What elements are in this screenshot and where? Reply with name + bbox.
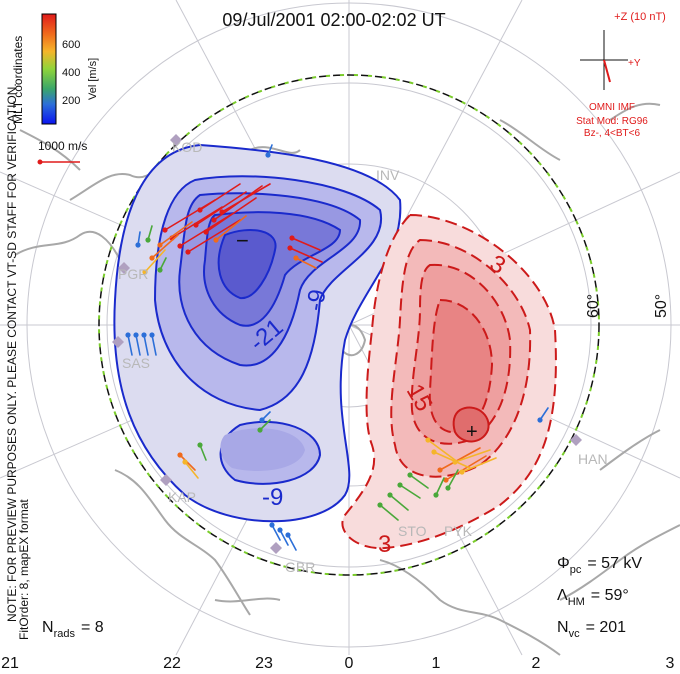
vectors-green [145, 225, 459, 521]
contour-label-neg-3: -9 [262, 484, 283, 511]
contour-label-neg-2: -9 [301, 287, 331, 313]
station-marker-pgr [118, 262, 130, 274]
mlt-tick-1: 1 [432, 655, 441, 672]
mlt-tick-2: 2 [532, 655, 541, 672]
imf-model: Stat Mod: RG96 [576, 116, 648, 127]
lambda-hm-stat: ΛHM = 59° [557, 587, 629, 608]
station-label-pyk: PYK [444, 523, 473, 539]
coords-label: MLT coordinates [11, 36, 25, 124]
colorbar-tick-400: 400 [62, 67, 80, 79]
station-label-kap: KAP [168, 489, 196, 505]
imf-source: OMNI IMF [589, 102, 635, 113]
station-marker-kap [160, 474, 172, 486]
colorbar-label: Vel [m/s] [87, 58, 99, 100]
heppner-maynard-boundary [98, 74, 600, 576]
colorbar-tick-200: 200 [62, 95, 80, 107]
neg-fill-core [217, 229, 277, 300]
mlt-tick-22: 22 [163, 655, 181, 672]
velocity-colorbar: 600 400 200 Vel [m/s] [41, 13, 99, 125]
mlt-tick-21: 21 [1, 655, 19, 672]
station-labels: KOD PGR SAS KAP GBR STO PYK HAN INV [118, 139, 608, 575]
imf-condition: Bz-, 4<BT<6 [584, 128, 641, 139]
n-rads-stat: Nrads = 8 [42, 619, 104, 640]
max-marker: + [466, 421, 478, 443]
vector-scale-label: 1000 m/s [38, 139, 87, 153]
mlt-tick-0: 0 [345, 655, 354, 672]
phi-pc-stat: Φpc = 57 kV [557, 555, 642, 576]
vector-scale-arrow [37, 159, 80, 165]
negative-cell [113, 143, 402, 523]
contour-label-pos-3: 3 [378, 531, 391, 558]
station-markers [112, 134, 582, 554]
mlt-tick-labels: 21 22 23 0 1 2 3 [1, 655, 674, 672]
lat-label-50: 50° [653, 294, 670, 318]
coastlines [14, 102, 680, 656]
positive-cell [341, 213, 557, 550]
preview-note: NOTE: FOR PREVIEW PURPOSES ONLY. PLEASE … [5, 83, 19, 622]
station-label-inv: INV [376, 167, 400, 183]
vectors-blue [125, 144, 549, 551]
station-label-sas: SAS [122, 355, 150, 371]
latitude-labels: 60° 50° [585, 294, 670, 318]
map-title: 09/Jul/2001 02:00-02:02 UT [222, 10, 445, 30]
pos-fill-core [452, 406, 490, 443]
station-marker-kod [170, 134, 182, 146]
vectors-orange [149, 215, 487, 483]
fit-order-label: FitOrder: 8, mapEX format [17, 499, 31, 640]
vectors-red [162, 183, 323, 263]
min-marker: − [236, 228, 249, 253]
lat-label-60: 60° [585, 294, 602, 318]
n-vc-stat: Nvc = 201 [557, 619, 626, 640]
imf-axis-y-label: +Y [628, 58, 641, 69]
vectors-yellow [142, 249, 497, 479]
statistics-panel: Φpc = 57 kV ΛHM = 59° Nvc = 201 Nrads = 8 [42, 555, 642, 640]
mlt-tick-3: 3 [666, 655, 675, 672]
station-marker-sas [112, 336, 124, 348]
station-marker-han [570, 434, 582, 446]
station-label-gbr: GBR [285, 559, 315, 575]
station-label-han: HAN [578, 451, 608, 467]
imf-panel: +Z (10 nT) +Y OMNI IMF Stat Mod: RG96 Bz… [576, 11, 666, 139]
colorbar-gradient [41, 13, 57, 125]
imf-axis-z-label: +Z (10 nT) [614, 11, 666, 23]
station-label-kod: KOD [172, 139, 202, 155]
mlt-tick-23: 23 [255, 655, 273, 672]
velocity-vectors [125, 144, 549, 551]
colorbar-tick-600: 600 [62, 39, 80, 51]
neg-fill-lobe-inner [220, 428, 305, 471]
station-label-sto: STO [398, 523, 427, 539]
station-label-pgr: PGR [118, 266, 148, 282]
station-marker-gbr [270, 542, 282, 554]
imf-vector [603, 59, 611, 83]
